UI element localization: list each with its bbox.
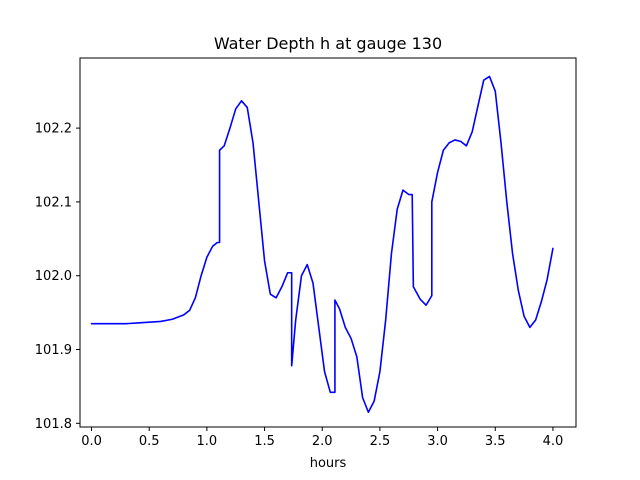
y-tick-label: 102.1 xyxy=(35,195,72,210)
x-tick-label: 3.5 xyxy=(485,434,506,449)
y-tick-label: 101.8 xyxy=(35,417,72,432)
x-tick-label: 3.0 xyxy=(427,434,448,449)
y-tick-label: 101.9 xyxy=(35,343,72,358)
x-tick-label: 1.5 xyxy=(254,434,275,449)
x-tick-label: 0.0 xyxy=(81,434,102,449)
x-tick-label: 0.5 xyxy=(139,434,160,449)
plot-area xyxy=(90,75,554,414)
series-line-1 xyxy=(90,75,554,414)
x-tick-label: 2.5 xyxy=(370,434,391,449)
axes-frame xyxy=(79,57,577,428)
x-tick-label: 4.0 xyxy=(543,434,564,449)
x-axis-label: hours xyxy=(310,456,347,471)
chart-title: Water Depth h at gauge 130 xyxy=(214,34,442,53)
x-tick-label: 2.0 xyxy=(312,434,333,449)
y-tick-label: 102.2 xyxy=(35,122,72,137)
x-tick-label: 1.0 xyxy=(197,434,218,449)
y-tick-label: 102.0 xyxy=(35,269,72,284)
axes: 0.0 0.5 1.0 1.5 2.0 2.5 3.0 3.5 4.0 101.8 101.9 102… xyxy=(35,57,577,449)
